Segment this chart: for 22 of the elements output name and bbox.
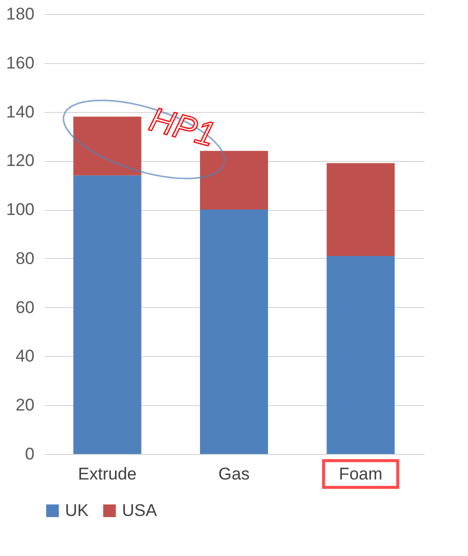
y-tick-label: 0 bbox=[25, 444, 34, 464]
x-tick-label: Foam bbox=[338, 464, 382, 484]
x-tick-label: Gas bbox=[218, 464, 250, 484]
y-tick-label: 160 bbox=[6, 53, 34, 72]
bar bbox=[200, 150, 268, 210]
bar bbox=[200, 210, 268, 454]
bar bbox=[73, 175, 142, 454]
y-tick-label: 60 bbox=[16, 298, 34, 317]
y-tick-label: 180 bbox=[6, 4, 34, 24]
bar bbox=[326, 163, 395, 256]
y-tick-label: 120 bbox=[6, 151, 34, 170]
x-tick-label: Extrude bbox=[78, 464, 137, 484]
y-tick-label: 20 bbox=[16, 396, 34, 415]
y-tick-label: 140 bbox=[6, 102, 34, 122]
y-tick-label: 100 bbox=[6, 200, 34, 220]
legend-label: UK bbox=[65, 500, 90, 520]
bar bbox=[326, 256, 395, 454]
legend-label: USA bbox=[122, 500, 158, 520]
y-tick-label: 40 bbox=[16, 346, 34, 366]
annotation: HP1 bbox=[145, 100, 220, 154]
y-tick-label: 80 bbox=[16, 248, 34, 268]
bar bbox=[73, 116, 142, 176]
